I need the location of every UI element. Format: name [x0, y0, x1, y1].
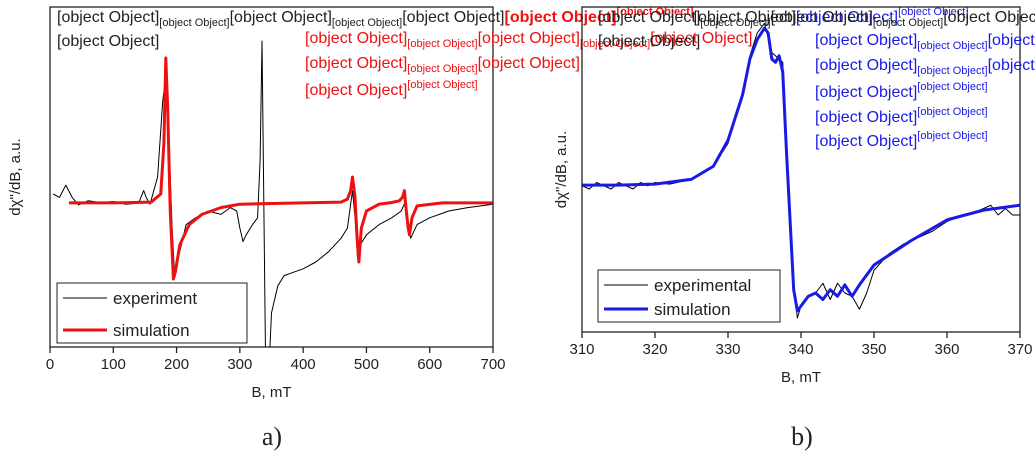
annotation-part: [object Object] — [478, 30, 580, 47]
y-axis-label: dχ"/dB, a.u. — [553, 131, 570, 208]
annotation: [object Object] — [57, 33, 159, 50]
x-tick-label: 0 — [46, 356, 54, 373]
annotation-part: [object Object] — [478, 55, 580, 72]
legend-box — [597, 269, 781, 323]
x-tick-label: 300 — [227, 356, 252, 373]
legend-label: experiment — [113, 289, 197, 308]
plot-frame — [49, 6, 494, 348]
annotation-part: [object Object] — [598, 33, 700, 50]
annotation-part: [object Object] — [305, 30, 407, 47]
panel: 310 320 330 340 350 360 370 B, mT dχ"/dB, a.u. b)… — [553, 6, 1035, 451]
x-tick-label: 310 — [569, 341, 594, 358]
annotation-part: [object Object] — [815, 133, 917, 150]
x-tick-label: 340 — [788, 341, 813, 358]
panel: 0 100 200 300 400 500 600 700 B, mT dχ"/dB, a.u. a… — [7, 6, 968, 451]
x-axis-label: B, mT — [252, 384, 292, 401]
annotation-part: [object Object] — [917, 81, 987, 93]
annotation: [object Object][object Object] — [815, 106, 988, 126]
annotation-part: [object Object] — [580, 38, 650, 50]
annotation-part: [object Object] — [407, 79, 477, 91]
x-tick-label: 370 — [1007, 341, 1032, 358]
x-axis-label: B, mT — [781, 369, 821, 386]
annotation-part: [object Object] — [988, 57, 1035, 74]
annotation-part: [object Object] — [988, 32, 1035, 49]
annotation-part: [object Object] — [505, 9, 617, 26]
annotation: [object Object] — [598, 33, 700, 50]
annotation-part: [object Object] — [917, 65, 987, 77]
x-tick-label: 320 — [642, 341, 667, 358]
series-line — [52, 40, 493, 347]
annotation-part: [object Object] — [917, 130, 987, 142]
annotation-part: [object Object] — [943, 9, 1035, 26]
annotation-part: [object Object] — [332, 17, 402, 29]
x-tick-label: 600 — [417, 356, 442, 373]
annotation: [object Object][object Object][object Ob… — [57, 6, 968, 29]
legend-label: simulation — [654, 300, 731, 319]
annotation: [object Object][object Object] — [305, 79, 478, 99]
annotation: [object Object][object Object][object Ob… — [815, 32, 1035, 52]
legend-label: experimental — [654, 276, 751, 295]
y-axis-label: dχ"/dB, a.u. — [7, 138, 24, 215]
x-tick-label: 700 — [480, 356, 505, 373]
annotation-part: [object Object] — [917, 40, 987, 52]
x-tick-label: 360 — [934, 341, 959, 358]
annotation: [object Object][object Object][object Ob… — [305, 30, 753, 50]
annotation-part: [object Object] — [873, 17, 943, 29]
annotation-part: [object Object] — [917, 106, 987, 118]
annotation-part: [object Object] — [402, 9, 504, 26]
annotation-part: [object Object] — [159, 17, 229, 29]
annotation-part: [object Object] — [771, 9, 873, 26]
annotation: [object Object][object Object][object Ob… — [598, 6, 1035, 29]
annotation-part: [object Object] — [898, 6, 968, 18]
annotation-part: [object Object] — [796, 9, 898, 26]
x-tick-label: 100 — [101, 356, 126, 373]
annotation-part: [object Object] — [230, 9, 332, 26]
panel-label: a) — [262, 422, 282, 451]
annotation-part: [object Object] — [407, 38, 477, 50]
annotation: [object Object][object Object][object Ob… — [815, 57, 1035, 77]
x-tick-label: 400 — [291, 356, 316, 373]
annotation-part: [object Object] — [305, 55, 407, 72]
annotation-part: [object Object] — [305, 82, 407, 99]
annotation-part: [object Object] — [700, 17, 770, 29]
x-tick-label: 350 — [861, 341, 886, 358]
annotation-part: [object Object] — [57, 9, 159, 26]
series-line — [68, 56, 493, 281]
annotation-part: [object Object] — [650, 30, 752, 47]
annotation-part: [object Object] — [598, 9, 700, 26]
annotation-part: [object Object] — [815, 57, 917, 74]
annotation-part: [object Object] — [617, 6, 694, 18]
annotation-part: [object Object] — [815, 109, 917, 126]
annotation-part: [object Object] — [815, 32, 917, 49]
panel-label: b) — [791, 422, 813, 451]
annotation: [object Object][object Object][object Ob… — [305, 55, 580, 75]
annotation-part: [object Object] — [694, 9, 796, 26]
x-tick-label: 200 — [164, 356, 189, 373]
annotation: [object Object][object Object] — [815, 81, 988, 101]
x-tick-label: 500 — [354, 356, 379, 373]
x-tick-label: 330 — [715, 341, 740, 358]
legend-label: simulation — [113, 321, 190, 340]
legend-box — [56, 282, 248, 344]
annotation: [object Object][object Object] — [815, 130, 988, 150]
annotation-part: [object Object] — [57, 33, 159, 50]
series-line — [582, 26, 1020, 313]
annotation-part: [object Object] — [407, 63, 477, 75]
annotation-part: [object Object] — [815, 84, 917, 101]
